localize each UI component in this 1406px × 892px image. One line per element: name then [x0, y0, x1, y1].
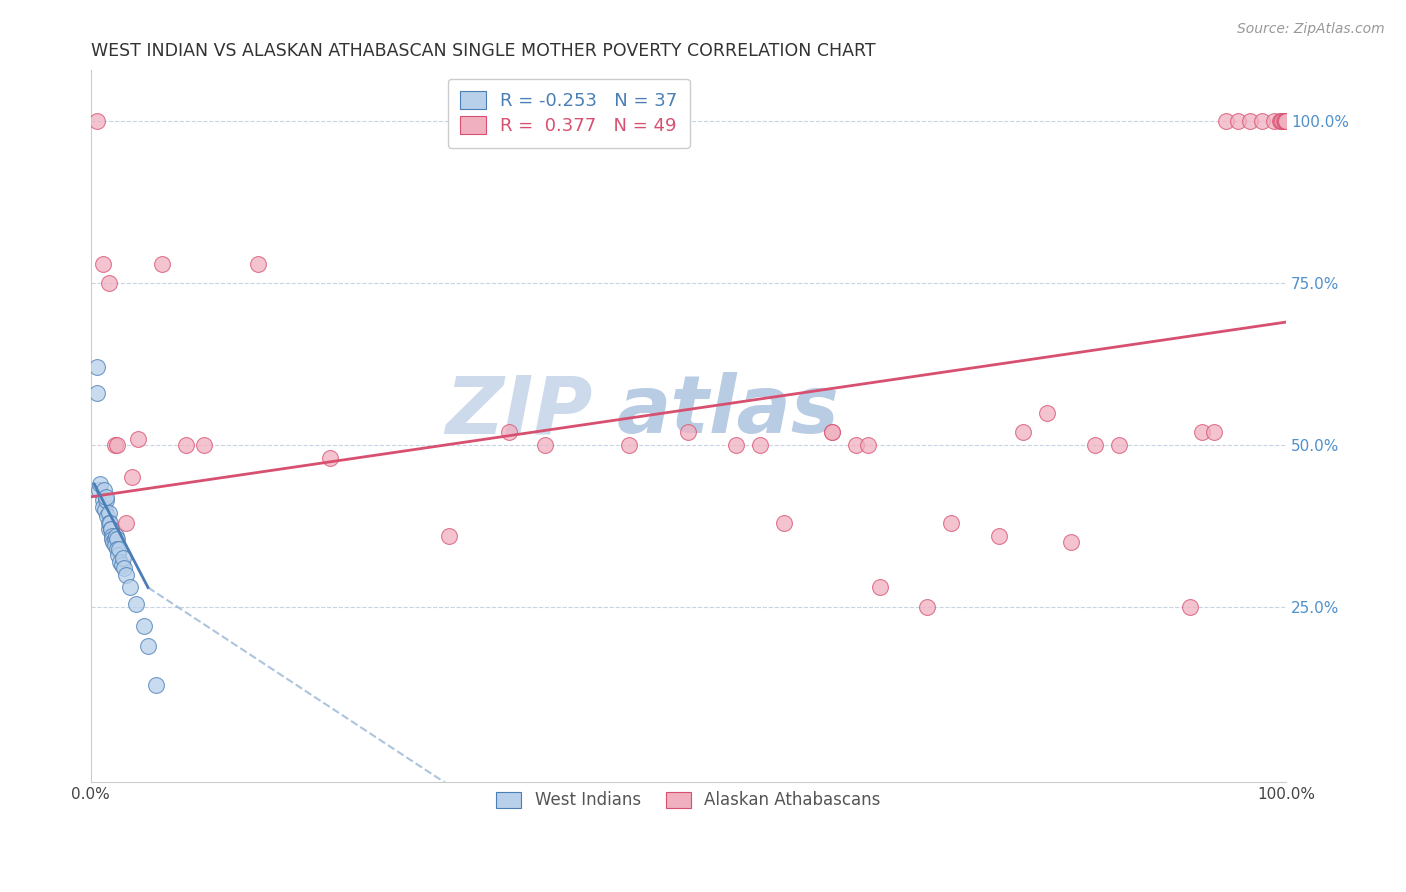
Point: [1251, 114, 1274, 128]
Point: [193, 438, 215, 452]
Point: [134, 619, 156, 633]
Text: Source: ZipAtlas.com: Source: ZipAtlas.com: [1237, 22, 1385, 37]
Point: [917, 599, 939, 614]
Point: [100, 522, 122, 536]
Point: [91, 493, 114, 508]
Point: [1268, 114, 1291, 128]
Point: [104, 529, 127, 543]
Point: [534, 438, 557, 452]
Point: [112, 561, 135, 575]
Point: [127, 432, 149, 446]
Point: [96, 509, 118, 524]
Point: [845, 438, 868, 452]
Point: [821, 425, 844, 439]
Point: [749, 438, 772, 452]
Point: [121, 470, 143, 484]
Point: [100, 522, 122, 536]
Point: [115, 516, 138, 530]
Point: [988, 529, 1011, 543]
Point: [941, 516, 963, 530]
Point: [91, 500, 114, 514]
Point: [150, 257, 173, 271]
Point: [94, 503, 117, 517]
Point: [1227, 114, 1250, 128]
Point: [1012, 425, 1035, 439]
Point: [773, 516, 796, 530]
Point: [1274, 114, 1296, 128]
Point: [97, 516, 120, 530]
Point: [120, 581, 142, 595]
Point: [86, 114, 108, 128]
Point: [1272, 114, 1295, 128]
Point: [108, 541, 131, 556]
Point: [111, 558, 134, 572]
Point: [1036, 406, 1059, 420]
Point: [1263, 114, 1285, 128]
Point: [174, 438, 197, 452]
Point: [1204, 425, 1226, 439]
Point: [86, 360, 108, 375]
Point: [1270, 114, 1292, 128]
Point: [96, 493, 118, 508]
Point: [318, 450, 340, 465]
Point: [105, 532, 128, 546]
Point: [1271, 114, 1294, 128]
Point: [1108, 438, 1130, 452]
Point: [1180, 599, 1202, 614]
Point: [1060, 535, 1083, 549]
Point: [86, 386, 108, 401]
Point: [725, 438, 748, 452]
Point: [617, 438, 640, 452]
Point: [91, 257, 114, 271]
Point: [145, 677, 167, 691]
Point: [1191, 425, 1213, 439]
Point: [1084, 438, 1107, 452]
Point: [105, 438, 128, 452]
Point: [1274, 114, 1296, 128]
Point: [103, 535, 125, 549]
Point: [1215, 114, 1237, 128]
Point: [103, 532, 125, 546]
Text: WEST INDIAN VS ALASKAN ATHABASCAN SINGLE MOTHER POVERTY CORRELATION CHART: WEST INDIAN VS ALASKAN ATHABASCAN SINGLE…: [90, 42, 876, 60]
Point: [110, 555, 132, 569]
Point: [439, 529, 461, 543]
Point: [97, 506, 120, 520]
Point: [1239, 114, 1261, 128]
Point: [869, 581, 891, 595]
Point: [101, 532, 124, 546]
Point: [111, 551, 134, 566]
Point: [125, 597, 148, 611]
Point: [498, 425, 520, 439]
Point: [1275, 114, 1298, 128]
Point: [107, 548, 129, 562]
Point: [93, 483, 115, 498]
Point: [98, 516, 121, 530]
Point: [97, 522, 120, 536]
Point: [136, 639, 159, 653]
Point: [101, 529, 124, 543]
Point: [103, 438, 125, 452]
Point: [246, 257, 269, 271]
Point: [103, 538, 125, 552]
Point: [678, 425, 700, 439]
Legend: West Indians, Alaskan Athabascans: West Indians, Alaskan Athabascans: [489, 785, 887, 816]
Point: [115, 567, 138, 582]
Point: [105, 541, 128, 556]
Point: [97, 277, 120, 291]
Text: ZIP: ZIP: [446, 373, 593, 450]
Text: atlas: atlas: [617, 373, 839, 450]
Point: [89, 477, 111, 491]
Point: [821, 425, 844, 439]
Point: [87, 483, 110, 498]
Point: [856, 438, 879, 452]
Point: [96, 490, 118, 504]
